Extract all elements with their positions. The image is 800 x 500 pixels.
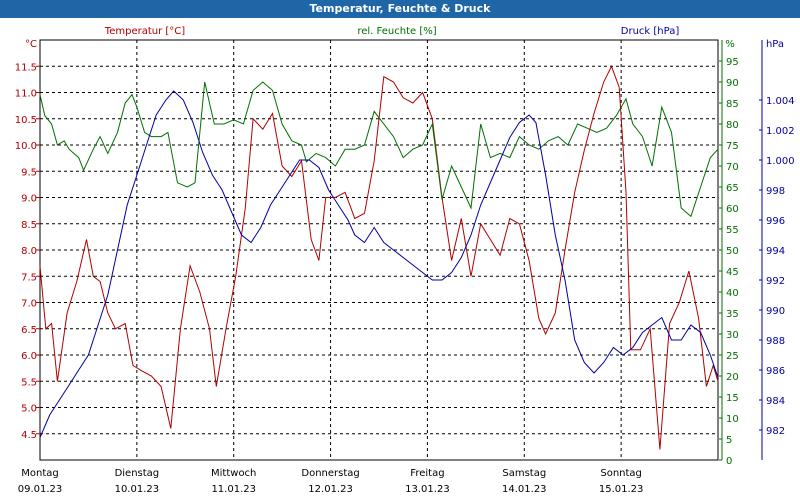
x-tick-date: 09.01.23 bbox=[18, 484, 63, 495]
pressure-tick-label: 1.002 bbox=[766, 126, 795, 137]
x-tick-date: 15.01.23 bbox=[599, 484, 644, 495]
humidity-tick-label: 60 bbox=[726, 204, 739, 215]
temperature-tick-label: 5.5 bbox=[21, 377, 37, 388]
humidity-tick-label: 45 bbox=[726, 267, 739, 278]
temperature-tick-label: 7.5 bbox=[21, 272, 37, 283]
temperature-axis-label: Temperatur [°C] bbox=[104, 26, 185, 37]
x-tick-day: Dienstag bbox=[115, 468, 160, 479]
pressure-tick-label: 988 bbox=[766, 336, 785, 347]
temperature-tick-label: 10.5 bbox=[15, 115, 37, 126]
humidity-tick-label: 50 bbox=[726, 246, 739, 257]
pressure-tick-label: 1.000 bbox=[766, 156, 795, 167]
humidity-tick-label: 65 bbox=[726, 183, 739, 194]
pressure-unit: hPa bbox=[766, 39, 784, 50]
x-tick-day: Freitag bbox=[410, 468, 444, 479]
pressure-tick-label: 984 bbox=[766, 396, 785, 407]
grid bbox=[39, 39, 719, 461]
pressure-series-line bbox=[39, 90, 719, 438]
temperature-tick-label: 9.5 bbox=[21, 167, 37, 178]
pressure-tick-label: 994 bbox=[766, 246, 785, 257]
temperature-tick-label: 4.5 bbox=[21, 430, 37, 441]
temperature-tick-label: 5.0 bbox=[21, 404, 37, 415]
pressure-tick-label: 990 bbox=[766, 306, 785, 317]
x-tick-date: 11.01.23 bbox=[211, 484, 256, 495]
temperature-tick-label: 7.0 bbox=[21, 299, 37, 310]
x-tick-day: Samstag bbox=[502, 468, 546, 479]
pressure-tick-label: 982 bbox=[766, 426, 785, 437]
humidity-series-line bbox=[39, 81, 719, 218]
x-tick-date: 13.01.23 bbox=[405, 484, 450, 495]
humidity-unit: % bbox=[725, 39, 735, 50]
x-tick-date: 12.01.23 bbox=[308, 484, 353, 495]
chart-title: Temperatur, Feuchte & Druck bbox=[0, 0, 800, 18]
humidity-tick-label: 30 bbox=[726, 330, 739, 341]
humidity-tick-label: 90 bbox=[726, 78, 739, 89]
pressure-tick-label: 986 bbox=[766, 366, 785, 377]
temperature-tick-label: 6.0 bbox=[21, 351, 37, 362]
temperature-tick-label: 8.5 bbox=[21, 220, 37, 231]
temperature-unit: °C bbox=[25, 39, 37, 50]
humidity-tick-label: 80 bbox=[726, 120, 739, 131]
x-tick-day: Montag bbox=[21, 468, 58, 479]
pressure-tick-label: 996 bbox=[766, 216, 785, 227]
humidity-tick-label: 75 bbox=[726, 141, 739, 152]
temperature-tick-label: 6.5 bbox=[21, 325, 37, 336]
humidity-tick-label: 20 bbox=[726, 372, 739, 383]
x-tick-day: Mittwoch bbox=[211, 468, 256, 479]
temperature-tick-label: 11.5 bbox=[15, 62, 37, 73]
temperature-tick-label: 11.0 bbox=[15, 89, 37, 100]
pressure-axis-label: Druck [hPa] bbox=[621, 26, 680, 37]
x-tick-day: Sonntag bbox=[600, 468, 642, 479]
x-tick-date: 10.01.23 bbox=[115, 484, 160, 495]
humidity-tick-label: 25 bbox=[726, 351, 739, 362]
humidity-tick-label: 0 bbox=[726, 456, 732, 467]
pressure-tick-label: 998 bbox=[766, 186, 785, 197]
pressure-tick-label: 992 bbox=[766, 276, 785, 287]
x-tick-date: 14.01.23 bbox=[502, 484, 547, 495]
humidity-tick-label: 85 bbox=[726, 99, 739, 110]
axes: Montag 09.01.23 Dienstag 10.01.23 Mittwoch 11… bbox=[15, 40, 795, 495]
pressure-tick-label: 1.004 bbox=[766, 96, 795, 107]
temperature-tick-label: 9.0 bbox=[21, 194, 37, 205]
humidity-tick-label: 5 bbox=[726, 435, 732, 446]
series-lines bbox=[39, 65, 719, 450]
humidity-tick-label: 55 bbox=[726, 225, 739, 236]
humidity-tick-label: 95 bbox=[726, 57, 739, 68]
temperature-tick-label: 8.0 bbox=[21, 246, 37, 257]
humidity-tick-label: 10 bbox=[726, 414, 739, 425]
humidity-axis-label: rel. Feuchte [%] bbox=[357, 26, 436, 37]
humidity-tick-label: 40 bbox=[726, 288, 739, 299]
temperature-tick-label: 10.0 bbox=[15, 141, 37, 152]
temperature-series-line bbox=[39, 65, 719, 450]
humidity-tick-label: 15 bbox=[726, 393, 739, 404]
axis-labels: Temperatur [°C] rel. Feuchte [%] Druck [… bbox=[25, 26, 784, 50]
humidity-tick-label: 35 bbox=[726, 309, 739, 320]
humidity-tick-label: 70 bbox=[726, 162, 739, 173]
x-tick-day: Donnerstag bbox=[301, 468, 359, 479]
